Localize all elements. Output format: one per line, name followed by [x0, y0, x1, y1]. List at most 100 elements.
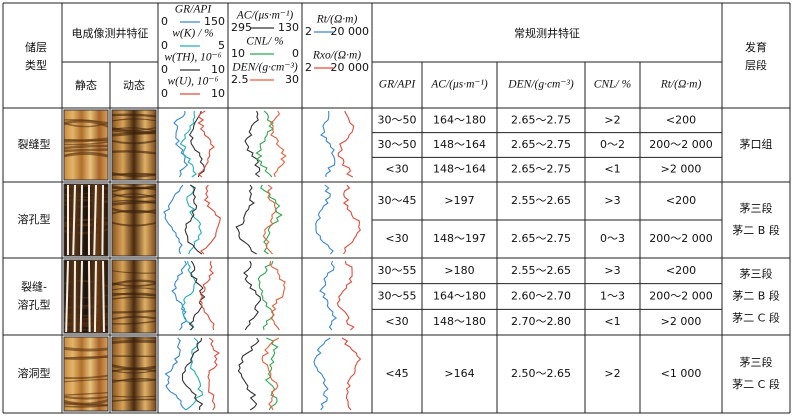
log-curve: [207, 337, 220, 411]
header-cell: 层段: [745, 58, 767, 72]
image-texture: [111, 113, 157, 118]
table-cell: >2 000: [661, 163, 702, 176]
log-curve: [261, 337, 280, 411]
curve-name: Rt/(Ω·m): [316, 14, 358, 26]
table-cell: >180: [444, 264, 474, 277]
log-curve: [269, 110, 287, 178]
table-cell: 30～45: [378, 194, 417, 207]
table-cell: 200～2 000: [649, 290, 713, 303]
table-cell: 2.55～2.65: [511, 194, 571, 207]
header-cell: 发育: [745, 40, 767, 54]
reservoir-type: 溶孔型: [18, 212, 51, 226]
table-cell: 148～164: [433, 163, 486, 176]
interval: 茅二 C 段: [732, 377, 780, 391]
log-curve: [259, 184, 283, 255]
log-curve: [315, 184, 334, 255]
curve-max: 0: [292, 47, 299, 60]
image-texture: [111, 395, 157, 398]
log-curve: [200, 184, 221, 255]
column-header: CNL/ %: [594, 79, 631, 91]
image-texture: [63, 138, 109, 142]
image-texture: [63, 119, 109, 128]
column-header: DEN/(g·cm⁻³): [507, 79, 574, 91]
image-texture: [63, 144, 109, 150]
reservoir-type: 裂缝型: [18, 137, 51, 151]
log-curve: [319, 260, 338, 331]
image-texture: [63, 119, 109, 124]
image-texture: [111, 127, 157, 132]
image-fracture: [93, 260, 97, 333]
curve-max: 20 000: [331, 25, 370, 38]
log-curve: [173, 110, 189, 178]
table-cell: <1: [604, 315, 620, 328]
table-cell: 148～180: [433, 315, 486, 328]
curve-min: 0: [161, 15, 168, 28]
curve-name: Rxo/(Ω·m): [312, 50, 361, 62]
image-fracture: [72, 184, 76, 256]
curve-min: 2: [305, 61, 312, 74]
column-header: GR/API: [379, 79, 417, 91]
header-cell: 储层: [25, 40, 47, 54]
table-cell: 2.50～2.65: [511, 367, 571, 380]
image-fracture: [79, 260, 83, 333]
table-cell: 164～180: [433, 113, 486, 126]
reservoir-type: 裂缝-: [21, 280, 47, 294]
column-header: AC/(μs·m⁻¹): [430, 79, 488, 91]
interval: 茅口组: [740, 137, 773, 151]
image-texture: [111, 377, 157, 384]
image-texture: [111, 172, 157, 178]
log-curve: [336, 260, 355, 331]
image-texture: [63, 391, 109, 396]
table-cell: <200: [666, 194, 696, 207]
table-cell: 30～55: [378, 264, 417, 277]
table-cell: 148～164: [433, 138, 486, 151]
image-texture: [63, 328, 109, 331]
table-cell: <200: [666, 113, 696, 126]
image-texture: [111, 315, 157, 321]
image-texture: [111, 193, 157, 199]
log-curve: [320, 110, 336, 178]
table-cell: >197: [444, 194, 474, 207]
log-curve: [337, 110, 355, 178]
table-cell: 2.70～2.80: [511, 315, 571, 328]
image-texture: [63, 354, 109, 360]
log-curve: [199, 260, 215, 331]
image-texture: [111, 118, 157, 122]
image-texture: [63, 346, 109, 352]
table-cell: 200～2 000: [649, 232, 713, 245]
curve-max: 10: [211, 87, 225, 100]
table-cell: <200: [666, 264, 696, 277]
image-texture: [111, 279, 157, 287]
header-cell: 静态: [75, 78, 97, 92]
table-cell: 2.65～2.75: [511, 113, 571, 126]
curve-min: 2: [305, 25, 312, 38]
image-fracture: [88, 260, 91, 333]
log-curve: [179, 110, 197, 178]
curve-min: 2.5: [231, 73, 249, 86]
table-cell: 30～50: [378, 113, 417, 126]
dynamic-image: [111, 109, 157, 181]
table-cell: 148～197: [433, 232, 486, 245]
image-texture: [63, 378, 109, 383]
curve-min: 10: [231, 47, 245, 60]
curve-max: 130: [278, 21, 299, 34]
curve-name: w(TH), 10⁻⁶: [164, 52, 221, 64]
table-cell: >2 000: [661, 315, 702, 328]
table-cell: <30: [385, 163, 408, 176]
table-cell: 2.65～2.75: [511, 163, 571, 176]
log-curve: [181, 260, 197, 331]
image-texture: [111, 270, 157, 274]
image-fracture: [102, 260, 105, 333]
table-cell: >3: [604, 194, 620, 207]
log-curve: [237, 337, 260, 411]
image-texture: [111, 128, 157, 134]
table-cell: 2.55～2.65: [511, 264, 571, 277]
table-cell: 30～50: [378, 138, 417, 151]
log-curve: [243, 260, 262, 331]
curve-name: w(U), 10⁻⁶: [168, 76, 219, 88]
image-texture: [63, 122, 109, 128]
curve-max: 150: [204, 15, 225, 28]
log-curve: [163, 184, 184, 255]
image-texture: [111, 139, 157, 145]
